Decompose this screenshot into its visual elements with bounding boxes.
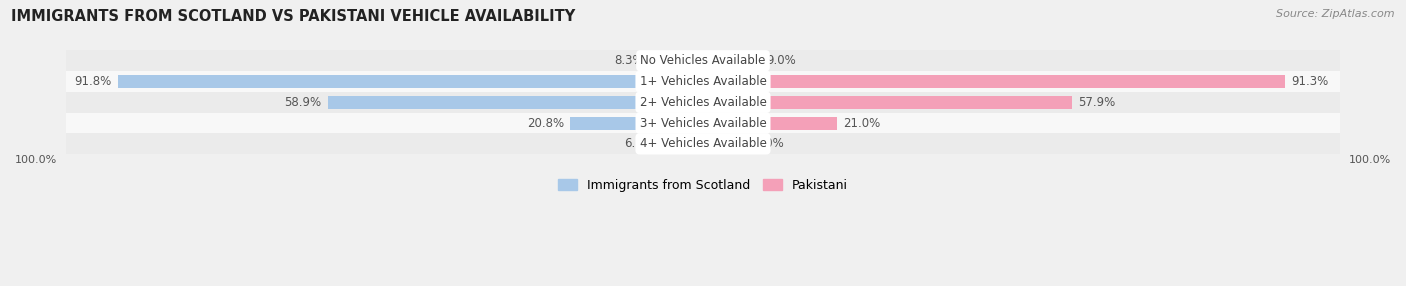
Text: 100.0%: 100.0% (15, 156, 58, 166)
Text: 21.0%: 21.0% (844, 117, 880, 130)
Text: 91.3%: 91.3% (1291, 75, 1329, 88)
Bar (703, 117, 837, 130)
Text: 6.7%: 6.7% (624, 137, 654, 150)
Text: 4+ Vehicles Available: 4+ Vehicles Available (640, 137, 766, 150)
Bar (650, 54, 703, 67)
Bar (703, 54, 761, 67)
Text: 58.9%: 58.9% (284, 96, 322, 109)
Bar (66, 50, 1340, 71)
Bar (571, 117, 703, 130)
Text: 7.0%: 7.0% (754, 137, 783, 150)
Bar (328, 96, 703, 109)
Text: No Vehicles Available: No Vehicles Available (640, 54, 766, 67)
Text: Source: ZipAtlas.com: Source: ZipAtlas.com (1277, 9, 1395, 19)
Text: 1+ Vehicles Available: 1+ Vehicles Available (640, 75, 766, 88)
Bar (66, 134, 1340, 154)
Text: 3+ Vehicles Available: 3+ Vehicles Available (640, 117, 766, 130)
Bar (66, 113, 1340, 134)
Bar (66, 92, 1340, 113)
Bar (66, 71, 1340, 92)
Bar (118, 75, 703, 88)
Text: 2+ Vehicles Available: 2+ Vehicles Available (640, 96, 766, 109)
Text: 8.3%: 8.3% (614, 54, 644, 67)
Text: 57.9%: 57.9% (1078, 96, 1115, 109)
Text: IMMIGRANTS FROM SCOTLAND VS PAKISTANI VEHICLE AVAILABILITY: IMMIGRANTS FROM SCOTLAND VS PAKISTANI VE… (11, 9, 575, 23)
Legend: Immigrants from Scotland, Pakistani: Immigrants from Scotland, Pakistani (554, 174, 852, 197)
Text: 100.0%: 100.0% (1348, 156, 1391, 166)
Bar (661, 137, 703, 150)
Bar (703, 137, 748, 150)
Text: 91.8%: 91.8% (75, 75, 112, 88)
Text: 20.8%: 20.8% (527, 117, 564, 130)
Bar (703, 96, 1071, 109)
Text: 9.0%: 9.0% (766, 54, 796, 67)
Bar (703, 75, 1285, 88)
